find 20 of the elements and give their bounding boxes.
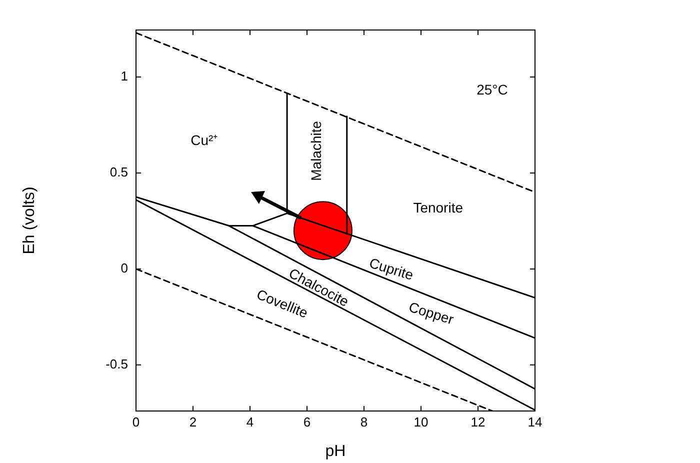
annotation: 25°C: [476, 81, 508, 98]
annotation: Malachite: [308, 120, 324, 181]
annotation: Cuprite: [367, 254, 416, 284]
y-tick-label: 0: [120, 260, 128, 276]
y-tick-label: 1: [120, 68, 128, 84]
y-tick-label: -0.5: [106, 356, 128, 372]
x-tick-label: 14: [528, 414, 542, 430]
x-tick-label: 2: [189, 414, 197, 430]
x-tick-label: 12: [470, 414, 486, 430]
x-tick-label: 0: [132, 414, 140, 430]
x-tick-label: 8: [360, 414, 368, 430]
x-tick-label: 10: [414, 414, 428, 430]
x-tick-label: 4: [246, 414, 254, 430]
x-tick-label: 6: [303, 414, 311, 430]
y-tick-label: 0.5: [110, 164, 128, 180]
y-axis-title: Eh (volts): [21, 186, 38, 254]
annotation: Cu²⁺: [190, 132, 218, 148]
x-axis-title: pH: [325, 442, 346, 460]
annotation: Tenorite: [413, 199, 464, 216]
annotation: Copper: [407, 298, 456, 328]
